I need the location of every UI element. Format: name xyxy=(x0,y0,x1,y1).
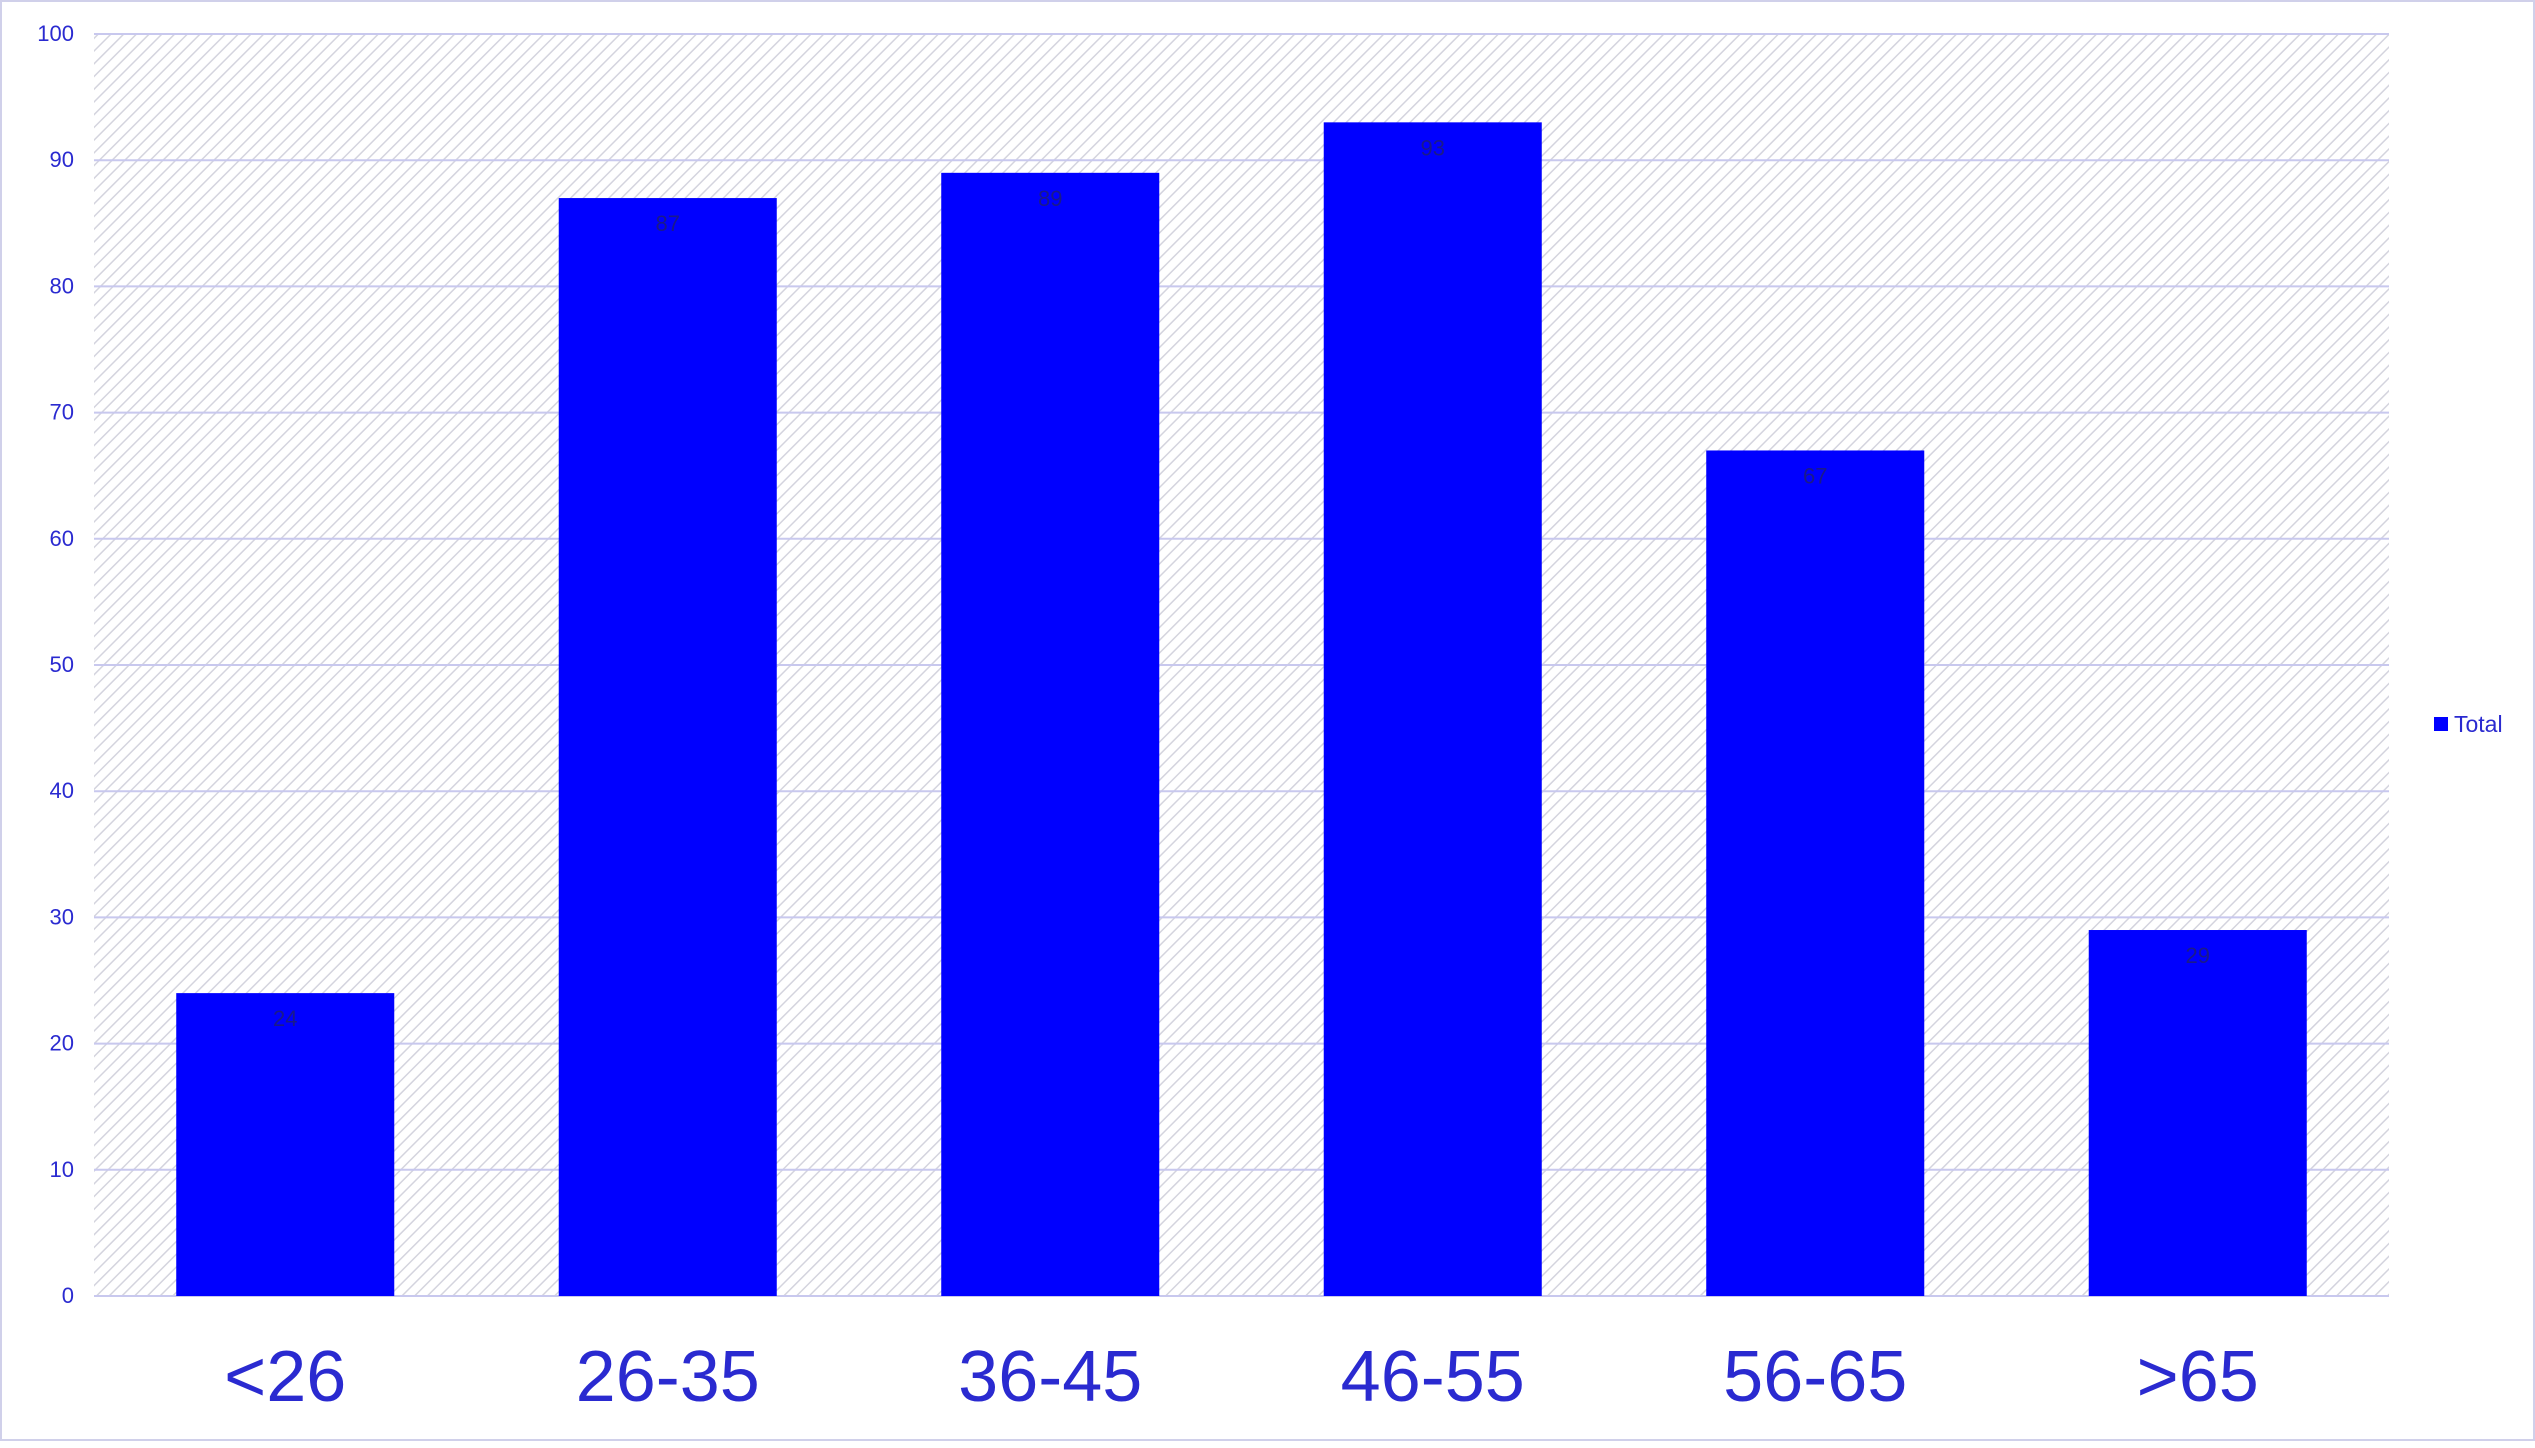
data-label: 67 xyxy=(1803,463,1827,488)
y-tick-label: 60 xyxy=(50,526,74,551)
x-axis-tick-labels: <26 26-35 36-45 46-55 56-65 >65 xyxy=(224,1337,2259,1417)
x-tick-label: 36-45 xyxy=(958,1337,1142,1417)
gridlines xyxy=(94,33,2389,1297)
y-tick-label: 100 xyxy=(37,21,74,46)
data-labels: 24 87 89 93 67 29 xyxy=(273,135,2210,1031)
bars xyxy=(176,122,2307,1297)
data-label: 87 xyxy=(656,211,680,236)
x-tick-label: 46-55 xyxy=(1341,1337,1525,1417)
y-tick-label: 20 xyxy=(50,1031,74,1056)
y-tick-label: 30 xyxy=(50,904,74,929)
legend[interactable]: Total xyxy=(2434,711,2503,737)
legend-label: Total xyxy=(2454,711,2503,737)
x-tick-label: <26 xyxy=(224,1337,346,1417)
y-tick-label: 0 xyxy=(62,1283,74,1308)
x-tick-label: >65 xyxy=(2137,1337,2259,1417)
bar[interactable] xyxy=(941,172,1160,1296)
y-axis-tick-labels: 0 10 20 30 40 50 60 70 80 90 100 xyxy=(37,21,74,1308)
legend-swatch xyxy=(2434,717,2448,731)
data-label: 29 xyxy=(2186,943,2210,968)
x-tick-label: 56-65 xyxy=(1723,1337,1907,1417)
y-tick-label: 70 xyxy=(50,400,74,425)
data-label: 93 xyxy=(1421,135,1445,160)
bar[interactable] xyxy=(2088,930,2307,1296)
x-tick-label: 26-35 xyxy=(576,1337,760,1417)
data-label: 24 xyxy=(273,1006,297,1031)
y-tick-label: 10 xyxy=(50,1157,74,1182)
bar[interactable] xyxy=(176,993,395,1296)
y-tick-label: 80 xyxy=(50,273,74,298)
y-tick-label: 90 xyxy=(50,147,74,172)
bar[interactable] xyxy=(1323,122,1542,1297)
bar[interactable] xyxy=(558,198,777,1296)
bar[interactable] xyxy=(1706,450,1925,1297)
data-label: 89 xyxy=(1038,186,1062,211)
y-tick-label: 50 xyxy=(50,652,74,677)
y-tick-label: 40 xyxy=(50,778,74,803)
